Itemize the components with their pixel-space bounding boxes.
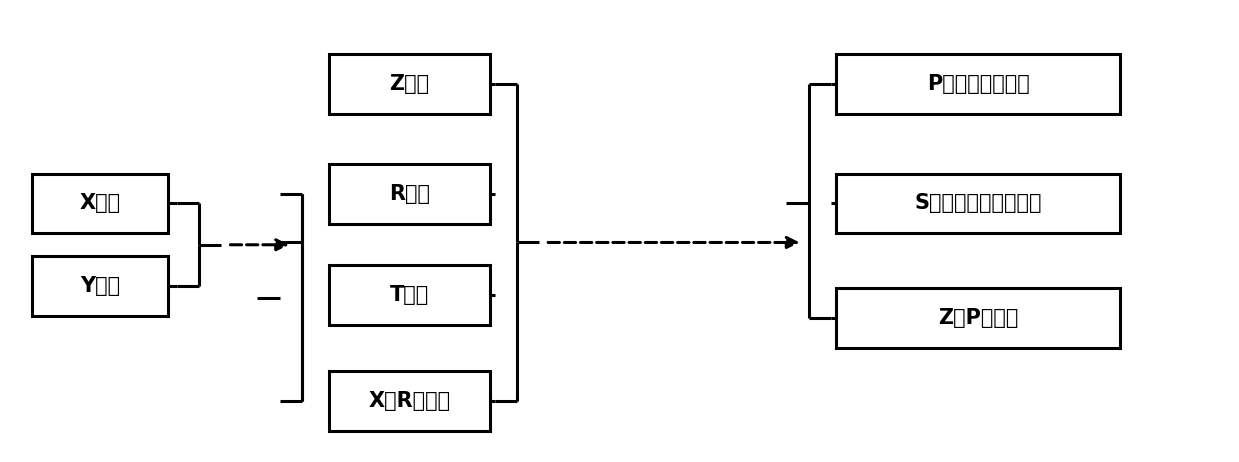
FancyBboxPatch shape: [32, 256, 169, 316]
FancyBboxPatch shape: [330, 371, 489, 431]
Text: Z分量: Z分量: [389, 74, 430, 94]
Text: R分量: R分量: [389, 184, 430, 204]
FancyBboxPatch shape: [836, 174, 1120, 233]
FancyBboxPatch shape: [836, 288, 1120, 348]
Text: P分量波传播方向: P分量波传播方向: [927, 74, 1030, 94]
Text: T分量: T分量: [390, 286, 429, 305]
FancyBboxPatch shape: [32, 174, 169, 233]
FancyBboxPatch shape: [330, 164, 489, 224]
FancyBboxPatch shape: [330, 266, 489, 325]
Text: Y分量: Y分量: [81, 276, 120, 296]
Text: X分量: X分量: [79, 194, 121, 213]
FancyBboxPatch shape: [836, 54, 1120, 114]
Text: S分量垂直波传播方向: S分量垂直波传播方向: [914, 194, 1042, 213]
Text: Z与P方位角: Z与P方位角: [938, 308, 1018, 328]
Text: X与R方位角: X与R方位角: [368, 391, 451, 411]
FancyBboxPatch shape: [330, 54, 489, 114]
